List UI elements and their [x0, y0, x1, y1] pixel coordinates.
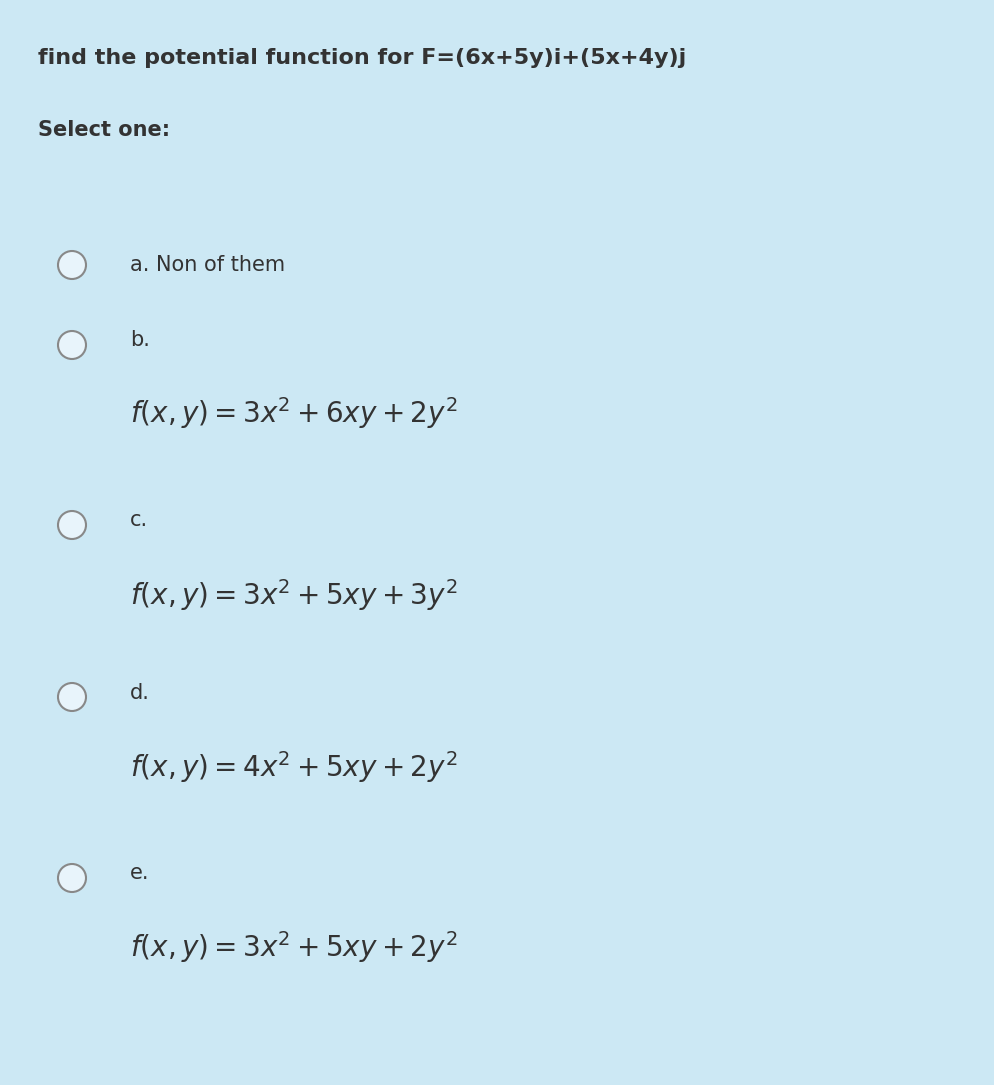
- Circle shape: [58, 511, 86, 539]
- Text: c.: c.: [130, 510, 148, 529]
- Text: find the potential function for F=(6x+5y)i+(5x+4y)j: find the potential function for F=(6x+5y…: [38, 48, 686, 68]
- Circle shape: [58, 682, 86, 711]
- Text: $f(x,y) = 3x^2 + 5xy + 2y^2$: $f(x,y) = 3x^2 + 5xy + 2y^2$: [130, 929, 457, 965]
- Text: a. Non of them: a. Non of them: [130, 255, 285, 275]
- Circle shape: [58, 864, 86, 892]
- Text: b.: b.: [130, 330, 150, 350]
- Circle shape: [58, 251, 86, 279]
- Text: $f(x,y) = 3x^2 + 5xy + 3y^2$: $f(x,y) = 3x^2 + 5xy + 3y^2$: [130, 577, 457, 613]
- Text: e.: e.: [130, 863, 149, 883]
- Text: Select one:: Select one:: [38, 120, 170, 140]
- Text: d.: d.: [130, 682, 150, 703]
- Circle shape: [58, 331, 86, 359]
- Text: $f(x,y) = 4x^2 + 5xy + 2y^2$: $f(x,y) = 4x^2 + 5xy + 2y^2$: [130, 749, 457, 784]
- Text: $f(x,y) = 3x^2 + 6xy + 2y^2$: $f(x,y) = 3x^2 + 6xy + 2y^2$: [130, 395, 457, 431]
